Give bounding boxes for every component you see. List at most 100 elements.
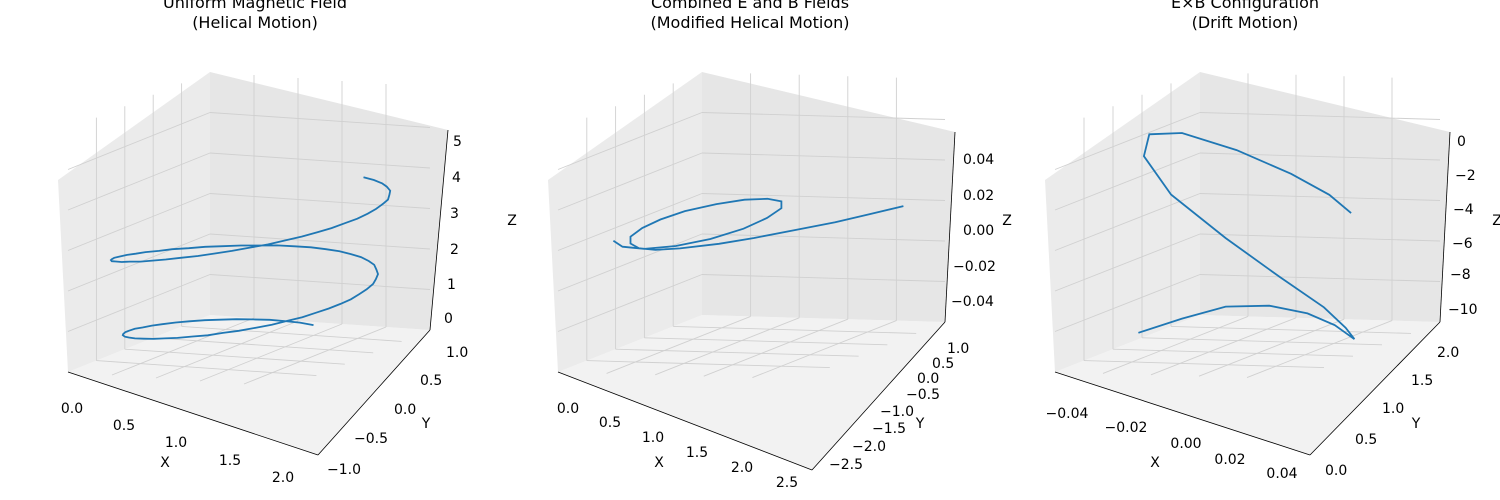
grid-line [1054, 112, 1201, 170]
panel2-floor-pane [558, 315, 945, 470]
grid-line [209, 193, 431, 209]
panel2-title-line2: (Modified Helical Motion) [651, 13, 850, 32]
panel3-y-ticks: 0.0 0.5 1.0 1.5 2.0 [1325, 345, 1459, 479]
panel3-z-ticks: −10 −8 −6 −4 −2 0 [1448, 134, 1478, 318]
panel1-x-tick-2: 1.0 [165, 435, 187, 451]
panel1-z-tick-4: 4 [452, 170, 461, 186]
grid-line [1246, 320, 1393, 379]
panel-combined-eb: Combined E and B Fields (Modified Helica… [548, 0, 1012, 491]
panel3-y-tick-4: 2.0 [1437, 345, 1459, 361]
grid-line [701, 233, 946, 242]
panel2-x-tick-5: 2.5 [776, 475, 798, 491]
grid-line [209, 112, 431, 128]
grid-line [1199, 274, 1441, 282]
panel1-x-axis-line [67, 371, 319, 456]
panel-uniform-b: Uniform Magnetic Field (Helical Motion) … [58, 0, 517, 486]
panel-exb-drift: E×B Configuration (Drift Motion) −0.04 −… [1045, 0, 1500, 482]
grid-line [557, 193, 703, 251]
grid-line [644, 337, 888, 346]
grid-line [1054, 233, 1201, 292]
grid-line [155, 320, 299, 379]
panel1-y-tick-0: −1.0 [327, 462, 361, 478]
grid-line [1054, 193, 1201, 251]
panel2-z-tick-3: 0.02 [963, 188, 994, 204]
panel1-title-line2: (Helical Motion) [192, 13, 318, 32]
panel2-z-axis-line [944, 131, 956, 323]
panel1-y-ticks: −1.0 −0.5 0.0 0.5 1.0 [327, 345, 468, 478]
panel1-floor-pane [68, 315, 430, 455]
grid-line [606, 315, 751, 374]
grid-line [67, 152, 211, 211]
panel1-z-axis-line [429, 129, 449, 331]
panel1-z-tick-2: 2 [450, 242, 459, 258]
panel2-z-label: Z [1002, 213, 1012, 229]
grid-line [1199, 193, 1441, 201]
panel1-y-tick-3: 0.5 [420, 373, 442, 389]
grid-line [1054, 152, 1201, 211]
grid-line [557, 152, 703, 211]
panel3-x-tick-1: −0.02 [1105, 420, 1148, 436]
panel1-title-line1: Uniform Magnetic Field [163, 0, 347, 12]
panel1-y-tick-4: 1.0 [446, 345, 468, 361]
grid-line [701, 112, 946, 120]
panel1-x-tick-0: 0.0 [61, 401, 83, 417]
grid-line [124, 348, 345, 365]
grid-line [701, 152, 946, 161]
panel3-z-tick-5: 0 [1457, 134, 1466, 150]
grid-line [703, 318, 848, 377]
panel2-x-tick-4: 2.0 [731, 460, 753, 476]
panel1-back-pane [210, 72, 448, 330]
grid-line [673, 325, 917, 334]
grid-line [153, 337, 374, 354]
panel3-x-label: X [1150, 455, 1160, 471]
panel1-grid [67, 75, 431, 385]
panel1-y-label: Y [421, 416, 431, 432]
panel2-y-tick-7: 1.0 [947, 341, 969, 357]
panel3-x-tick-2: 0.00 [1170, 436, 1201, 452]
grid-line [586, 360, 830, 369]
panel1-trajectory-line [109, 176, 392, 340]
grid-line [1199, 152, 1441, 161]
grid-line [199, 323, 343, 382]
panel2-x-tick-0: 0.0 [557, 401, 579, 417]
panel2-title-line1: Combined E and B Fields [651, 0, 849, 12]
panel2-x-axis-line [557, 371, 813, 471]
panel3-z-label: Z [1492, 213, 1500, 229]
grid-line [655, 317, 800, 376]
panel3-y-axis-line [1309, 321, 1441, 456]
panel1-x-tick-3: 1.5 [219, 453, 241, 469]
panel2-y-axis-line [811, 321, 946, 471]
grid-line [209, 152, 431, 169]
panel1-z-tick-1: 1 [447, 277, 456, 293]
panel2-y-tick-4: −0.5 [906, 387, 940, 403]
grid-line [1112, 348, 1354, 357]
panel3-y-label: Y [1411, 416, 1421, 432]
panel1-z-tick-5: 5 [453, 134, 462, 150]
panel1-x-label: X [160, 455, 170, 471]
grid-line [615, 348, 859, 357]
panel3-title-line1: E×B Configuration [1171, 0, 1319, 12]
grid-line [557, 274, 703, 332]
panel2-y-tick-6: 0.5 [932, 356, 954, 372]
panel3-trajectory-line [1138, 132, 1356, 340]
grid-line [557, 112, 703, 170]
grid-line [1083, 360, 1325, 369]
panel3-z-axis-line [1439, 131, 1451, 323]
grid-line [67, 112, 211, 170]
grid-line [1198, 318, 1345, 377]
panel3-x-ticks: −0.04 −0.02 0.00 0.02 0.04 [1046, 406, 1298, 482]
panel3-y-tick-3: 1.5 [1411, 373, 1433, 389]
panel2-y-ticks: −2.5 −2.0 −1.5 −1.0 −0.5 0.0 0.5 1.0 [829, 341, 969, 473]
panel3-z-tick-1: −8 [1450, 267, 1471, 283]
grid-line [67, 274, 211, 332]
panel2-z-ticks: −0.04 −0.02 0.00 0.02 0.04 [951, 152, 996, 310]
panel3-y-tick-1: 0.5 [1355, 432, 1377, 448]
panel1-y-tick-2: 0.0 [394, 402, 416, 418]
panel3-y-tick-0: 0.0 [1325, 463, 1347, 479]
panel3-z-tick-3: −4 [1453, 202, 1474, 218]
panel2-z-tick-1: −0.02 [953, 259, 996, 275]
panel3-x-tick-3: 0.02 [1214, 452, 1245, 468]
grid-line [701, 193, 946, 201]
panel2-x-tick-1: 0.5 [599, 415, 621, 431]
